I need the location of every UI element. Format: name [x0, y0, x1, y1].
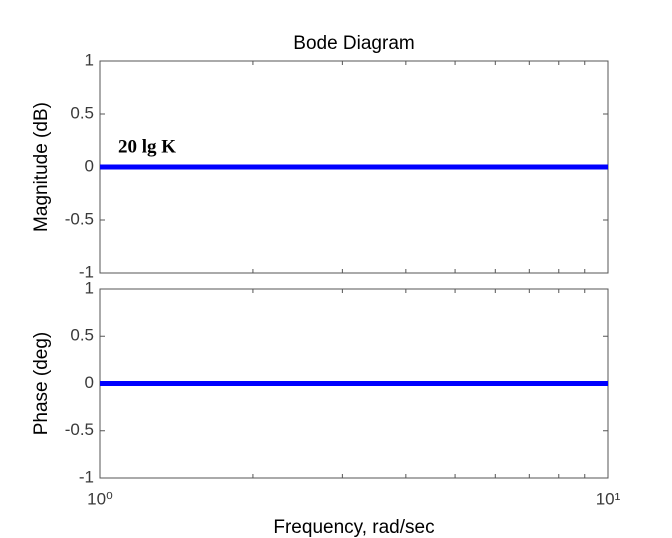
- y-axis-label: Magnitude (dB): [31, 102, 52, 232]
- y-axis-label: Phase (deg): [31, 332, 52, 436]
- y-tick-label: -0.5: [65, 209, 94, 228]
- x-tick-label: 10¹: [596, 489, 621, 508]
- chart-title: Bode Diagram: [293, 33, 414, 54]
- annotation: 20 lg K: [118, 136, 176, 157]
- y-tick-label: 0.5: [70, 103, 94, 122]
- y-tick-label: 0: [85, 156, 94, 175]
- y-tick-label: -1: [79, 262, 94, 281]
- y-tick-label: 0.5: [70, 326, 94, 345]
- y-tick-label: -0.5: [65, 420, 94, 439]
- y-tick-label: -1: [79, 467, 94, 486]
- x-axis-label: Frequency, rad/sec: [273, 517, 434, 538]
- y-tick-label: 1: [85, 50, 94, 69]
- x-tick-label: 10⁰: [87, 489, 113, 508]
- y-tick-label: 0: [85, 373, 94, 392]
- y-tick-label: 1: [85, 278, 94, 297]
